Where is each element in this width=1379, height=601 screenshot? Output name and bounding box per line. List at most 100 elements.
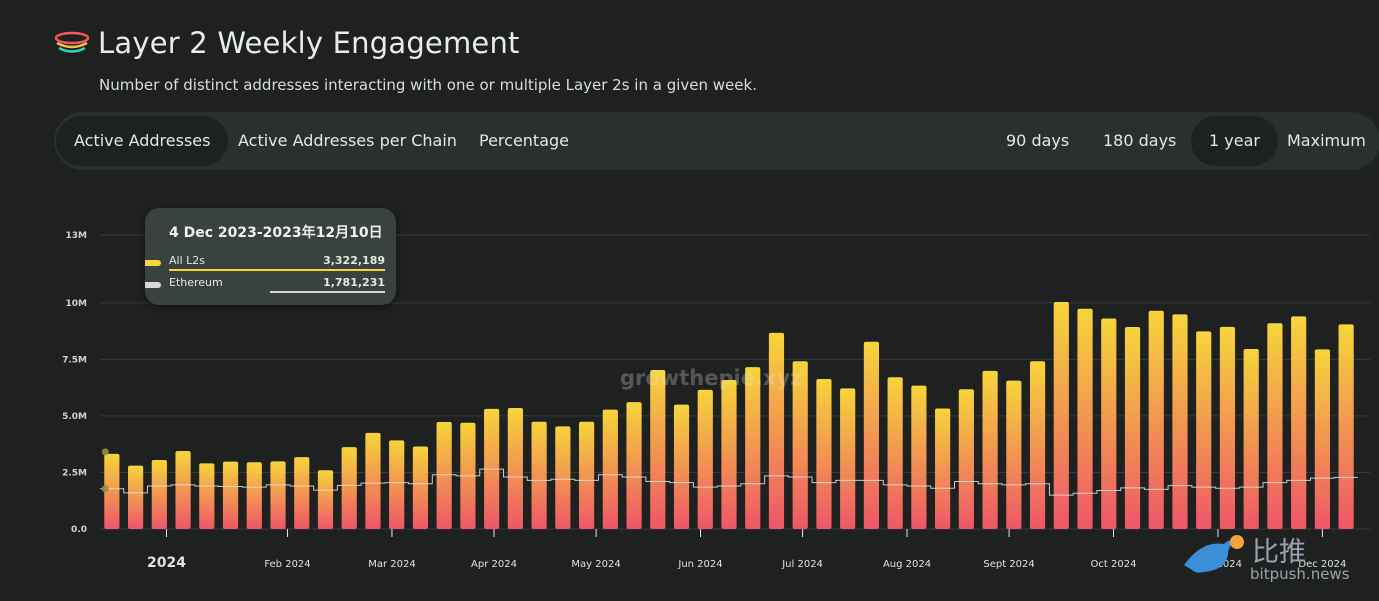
series-line-ethereum bbox=[100, 468, 1358, 496]
bitpush-brand: 比推 bbox=[1252, 537, 1306, 568]
bar-all-l2s bbox=[768, 332, 785, 529]
bar-all-l2s bbox=[389, 440, 405, 529]
x-tick-label: May 2024 bbox=[571, 559, 620, 570]
bar-all-l2s bbox=[507, 408, 523, 529]
bar-all-l2s bbox=[650, 370, 666, 529]
bar-all-l2s bbox=[1148, 310, 1164, 529]
bar-all-l2s bbox=[1196, 331, 1212, 529]
chart-header: Layer 2 Weekly Engagement bbox=[54, 26, 520, 60]
x-tick-label: Jun 2024 bbox=[677, 559, 722, 570]
page-subtitle: Number of distinct addresses interacting… bbox=[99, 76, 757, 94]
x-tick-label: Oct 2024 bbox=[1091, 559, 1137, 570]
bar-all-l2s bbox=[721, 379, 737, 529]
tab-percentage[interactable]: Percentage bbox=[479, 131, 570, 150]
range-180-days[interactable]: 180 days bbox=[1103, 131, 1177, 150]
bar-all-l2s bbox=[1219, 326, 1236, 529]
bar-all-l2s bbox=[317, 470, 334, 529]
tooltip-share-bar bbox=[169, 269, 385, 271]
bar-all-l2s bbox=[982, 370, 998, 529]
bar-all-l2s bbox=[294, 457, 310, 529]
tooltip-row-ethereum: Ethereum 1,781,231 bbox=[145, 276, 396, 298]
layer2-stack-icon bbox=[54, 31, 90, 53]
tooltip-series-value: 3,322,189 bbox=[323, 254, 385, 267]
bar-all-l2s bbox=[1077, 308, 1093, 529]
bar-all-l2s bbox=[1053, 301, 1069, 529]
range-maximum[interactable]: Maximum bbox=[1287, 131, 1366, 150]
bar-all-l2s bbox=[246, 462, 262, 529]
bar-all-l2s bbox=[1291, 316, 1307, 529]
hover-point-ethereum bbox=[101, 485, 109, 493]
x-tick-label: Mar 2024 bbox=[368, 559, 416, 570]
range-90-days[interactable]: 90 days bbox=[1006, 131, 1070, 150]
bar-all-l2s bbox=[1243, 348, 1259, 529]
bar-all-l2s bbox=[697, 389, 713, 529]
range-1-year[interactable]: 1 year bbox=[1191, 116, 1278, 166]
bar-all-l2s bbox=[175, 450, 191, 529]
x-tick-label: Apr 2024 bbox=[471, 559, 517, 570]
y-tick-label: 0.0 bbox=[71, 525, 87, 535]
bar-all-l2s bbox=[1124, 327, 1141, 529]
bar-all-l2s bbox=[270, 461, 286, 529]
hover-point-all-l2s bbox=[101, 448, 109, 456]
legend-swatch-ethereum bbox=[145, 282, 161, 288]
bar-all-l2s bbox=[1314, 349, 1330, 529]
bar-all-l2s bbox=[887, 377, 903, 529]
bar-all-l2s bbox=[745, 367, 761, 529]
x-tick-label: Jul 2024 bbox=[781, 559, 823, 570]
growthepie-watermark: growthepie.xyz bbox=[620, 366, 803, 390]
y-tick-label: 7.5M bbox=[62, 355, 87, 365]
bar-all-l2s bbox=[673, 404, 690, 529]
x-tick-label: 2024 bbox=[147, 555, 186, 571]
y-tick-label: 10M bbox=[66, 299, 88, 309]
bar-all-l2s bbox=[578, 421, 595, 529]
bar-all-l2s bbox=[1172, 314, 1188, 529]
bar-all-l2s bbox=[626, 402, 642, 529]
y-tick-label: 13M bbox=[66, 231, 88, 241]
tooltip-series-name: All L2s bbox=[169, 254, 205, 267]
bar-all-l2s bbox=[911, 385, 927, 529]
x-tick-label: Feb 2024 bbox=[264, 559, 310, 570]
bar-all-l2s bbox=[1101, 318, 1117, 529]
tab-active-addresses[interactable]: Active Addresses bbox=[56, 116, 229, 166]
legend-swatch-all-l2s bbox=[145, 260, 161, 266]
y-tick-label: 5.0M bbox=[62, 412, 87, 422]
bar-all-l2s bbox=[1006, 380, 1022, 529]
chart-toolbar: Active Addresses Active Addresses per Ch… bbox=[54, 112, 1379, 170]
bar-all-l2s bbox=[341, 447, 357, 529]
x-tick-label: Aug 2024 bbox=[883, 559, 931, 570]
bar-all-l2s bbox=[365, 432, 381, 529]
bar-all-l2s bbox=[128, 465, 144, 529]
bitpush-bird-icon bbox=[1184, 535, 1244, 573]
bar-all-l2s bbox=[863, 341, 880, 529]
bar-all-l2s bbox=[602, 409, 618, 529]
bar-all-l2s bbox=[1338, 324, 1354, 529]
tab-active-addresses-per-chain[interactable]: Active Addresses per Chain bbox=[238, 131, 457, 150]
x-tick-label: Dec 2024 bbox=[1298, 559, 1346, 570]
tooltip-share-bar bbox=[270, 291, 385, 293]
chart-tooltip: 4 Dec 2023-2023年12月10日 All L2s 3,322,189… bbox=[145, 208, 396, 305]
bar-all-l2s bbox=[412, 446, 429, 529]
bar-all-l2s bbox=[222, 461, 239, 529]
bar-all-l2s bbox=[104, 453, 120, 529]
bar-all-l2s bbox=[840, 388, 856, 529]
bar-all-l2s bbox=[816, 379, 832, 529]
bar-all-l2s bbox=[531, 421, 547, 529]
bar-all-l2s bbox=[1029, 361, 1046, 529]
bar-all-l2s bbox=[199, 463, 215, 529]
bar-all-l2s bbox=[555, 426, 571, 529]
bar-all-l2s bbox=[958, 389, 974, 529]
y-tick-label: 2.5M bbox=[62, 468, 87, 478]
tooltip-row-all-l2s: All L2s 3,322,189 bbox=[145, 254, 396, 276]
page-title: Layer 2 Weekly Engagement bbox=[98, 26, 520, 60]
bar-all-l2s bbox=[151, 460, 167, 529]
tooltip-series-value: 1,781,231 bbox=[323, 276, 385, 289]
bar-all-l2s bbox=[436, 422, 452, 529]
x-tick-label: Sept 2024 bbox=[983, 559, 1034, 570]
tooltip-title: 4 Dec 2023-2023年12月10日 bbox=[169, 225, 383, 241]
bar-all-l2s bbox=[1267, 323, 1283, 529]
bitpush-url: bitpush.news bbox=[1250, 565, 1350, 583]
bar-all-l2s bbox=[935, 408, 951, 529]
tooltip-series-name: Ethereum bbox=[169, 276, 223, 289]
bar-all-l2s bbox=[792, 361, 808, 529]
